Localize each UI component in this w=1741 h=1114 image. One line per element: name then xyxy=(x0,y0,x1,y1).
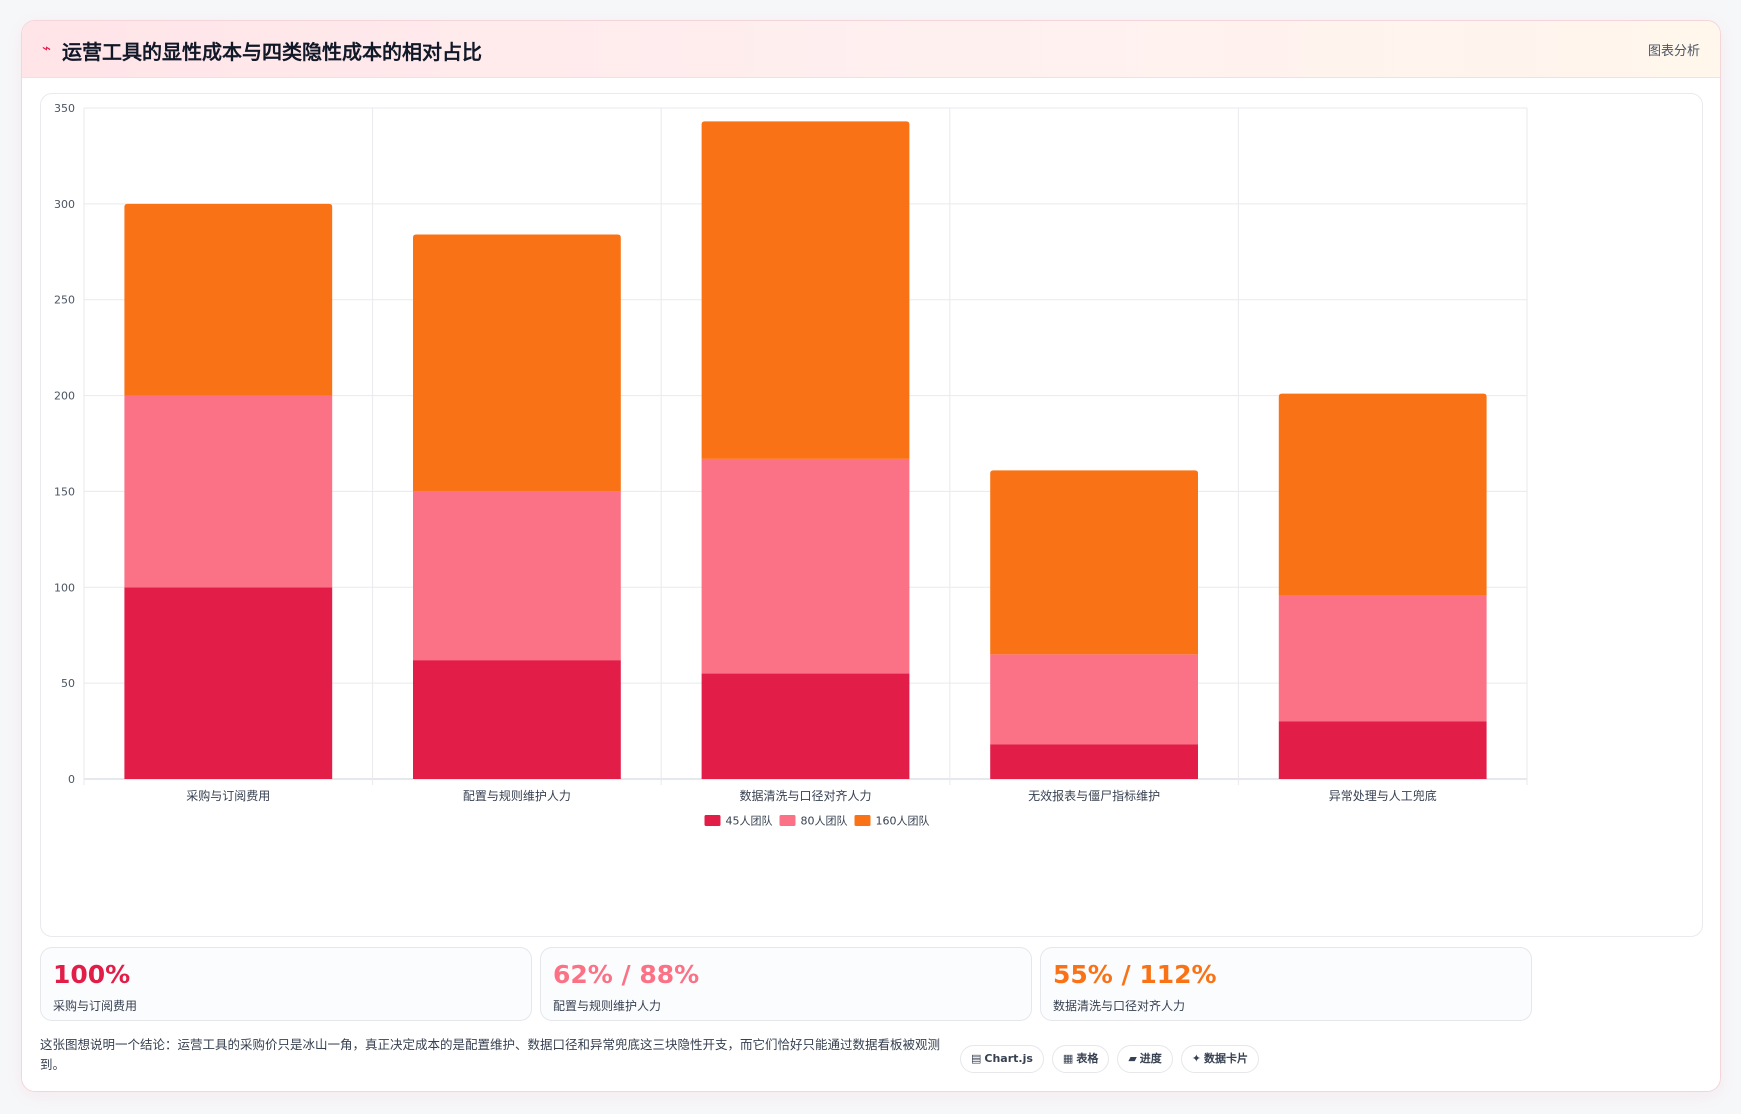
card-header: ⌁ 运营工具的显性成本与四类隐性成本的相对占比 图表分析 xyxy=(22,21,1720,78)
stat-label: 采购与订阅费用 xyxy=(53,999,138,1013)
conclusion-text: 这张图想说明一个结论：运营工具的采购价只是冰山一角，真正决定成本的是配置维护、数… xyxy=(40,1037,941,1072)
bar-segment xyxy=(990,654,1198,745)
chip-label: 进度 xyxy=(1139,1052,1162,1065)
chip-data-card[interactable]: ✦ 数据卡片 xyxy=(1180,1045,1260,1073)
progress-icon: ▰ xyxy=(1128,1052,1137,1065)
x-tick-label: 配置与规则维护人力 xyxy=(463,788,571,803)
table-icon: ▦ xyxy=(1062,1052,1074,1065)
bar-segment xyxy=(413,660,621,779)
chip-table[interactable]: ▦ 表格 xyxy=(1051,1045,1110,1073)
y-tick-label: 250 xyxy=(54,294,75,307)
stat-value: 100% xyxy=(53,960,131,989)
stat-label: 数据清洗与口径对齐人力 xyxy=(1053,999,1186,1013)
chart-title: 运营工具的显性成本与四类隐性成本的相对占比 xyxy=(62,40,482,64)
bar-segment xyxy=(990,470,1198,655)
bar-segment xyxy=(1278,594,1487,722)
bar-segment xyxy=(990,744,1198,779)
bar-segment xyxy=(124,203,333,396)
chip-progress[interactable]: ▰ 进度 xyxy=(1117,1045,1173,1073)
chart-panel: 0 50 100 150 200 250 300 350 采购与订阅费用 配置与规则维护人力 数据清… xyxy=(40,93,1703,937)
stat-value: 55% / 112% xyxy=(1053,960,1217,989)
bar-segment xyxy=(701,673,910,779)
chip-label: Chart.js xyxy=(984,1052,1033,1065)
y-tick-label: 100 xyxy=(54,581,75,594)
stat-label: 配置与规则维护人力 xyxy=(553,999,662,1013)
stat-value: 62% / 88% xyxy=(553,960,700,989)
legend-label: 160人团队 xyxy=(876,814,930,828)
y-tick-label: 350 xyxy=(54,102,75,115)
y-tick-label: 200 xyxy=(54,390,75,403)
x-tick-label: 数据清洗与口径对齐人力 xyxy=(739,788,871,803)
y-tick-label: 0 xyxy=(68,773,75,786)
bar-segment xyxy=(1278,721,1487,779)
legend-swatch xyxy=(854,815,871,826)
stat-card-config: 62% / 88% 配置与规则维护人力 xyxy=(540,947,1032,1021)
bar-segment xyxy=(701,121,910,459)
view-chips: ▤ Chart.js ▦ 表格 ▰ 进度 ✦ 数据卡片 xyxy=(960,1045,1260,1073)
y-tick-label: 50 xyxy=(61,677,75,690)
legend-swatch xyxy=(704,815,721,826)
chip-label: 表格 xyxy=(1076,1052,1099,1065)
stat-card-procurement: 100% 采购与订阅费用 xyxy=(40,947,532,1021)
chip-chartjs[interactable]: ▤ Chart.js xyxy=(960,1045,1044,1073)
sparkle-icon: ✦ xyxy=(1191,1052,1202,1065)
chart-analysis-button[interactable]: 图表分析 xyxy=(1647,44,1700,59)
x-tick-label: 无效报表与僵尸指标维护 xyxy=(1028,788,1160,803)
trend-line-icon: ⌁ xyxy=(42,39,52,57)
bar-segment xyxy=(1278,393,1487,595)
chart-icon: ▤ xyxy=(971,1052,982,1065)
bar-segment xyxy=(701,458,910,674)
bar-segment xyxy=(124,395,333,588)
bar-segment xyxy=(124,587,333,779)
bar-segment xyxy=(413,491,621,661)
legend-label: 45人团队 xyxy=(726,814,773,828)
x-tick-label: 采购与订阅费用 xyxy=(186,788,270,803)
chart-card: ⌁ 运营工具的显性成本与四类隐性成本的相对占比 图表分析 0 50 100 150 20… xyxy=(21,20,1721,1092)
legend-swatch xyxy=(779,815,796,826)
bar-segment xyxy=(413,234,621,492)
stacked-bar-chart: 0 50 100 150 200 250 300 350 采购与订阅费用 配置与规则维护人力 数据清… xyxy=(54,102,1528,828)
y-tick-label: 300 xyxy=(54,198,75,211)
y-tick-label: 150 xyxy=(54,485,75,498)
legend-label: 80人团队 xyxy=(801,814,848,828)
x-tick-label: 异常处理与人工兜底 xyxy=(1329,788,1437,803)
stat-card-data-cleaning: 55% / 112% 数据清洗与口径对齐人力 xyxy=(1040,947,1532,1021)
chip-label: 数据卡片 xyxy=(1204,1052,1249,1065)
